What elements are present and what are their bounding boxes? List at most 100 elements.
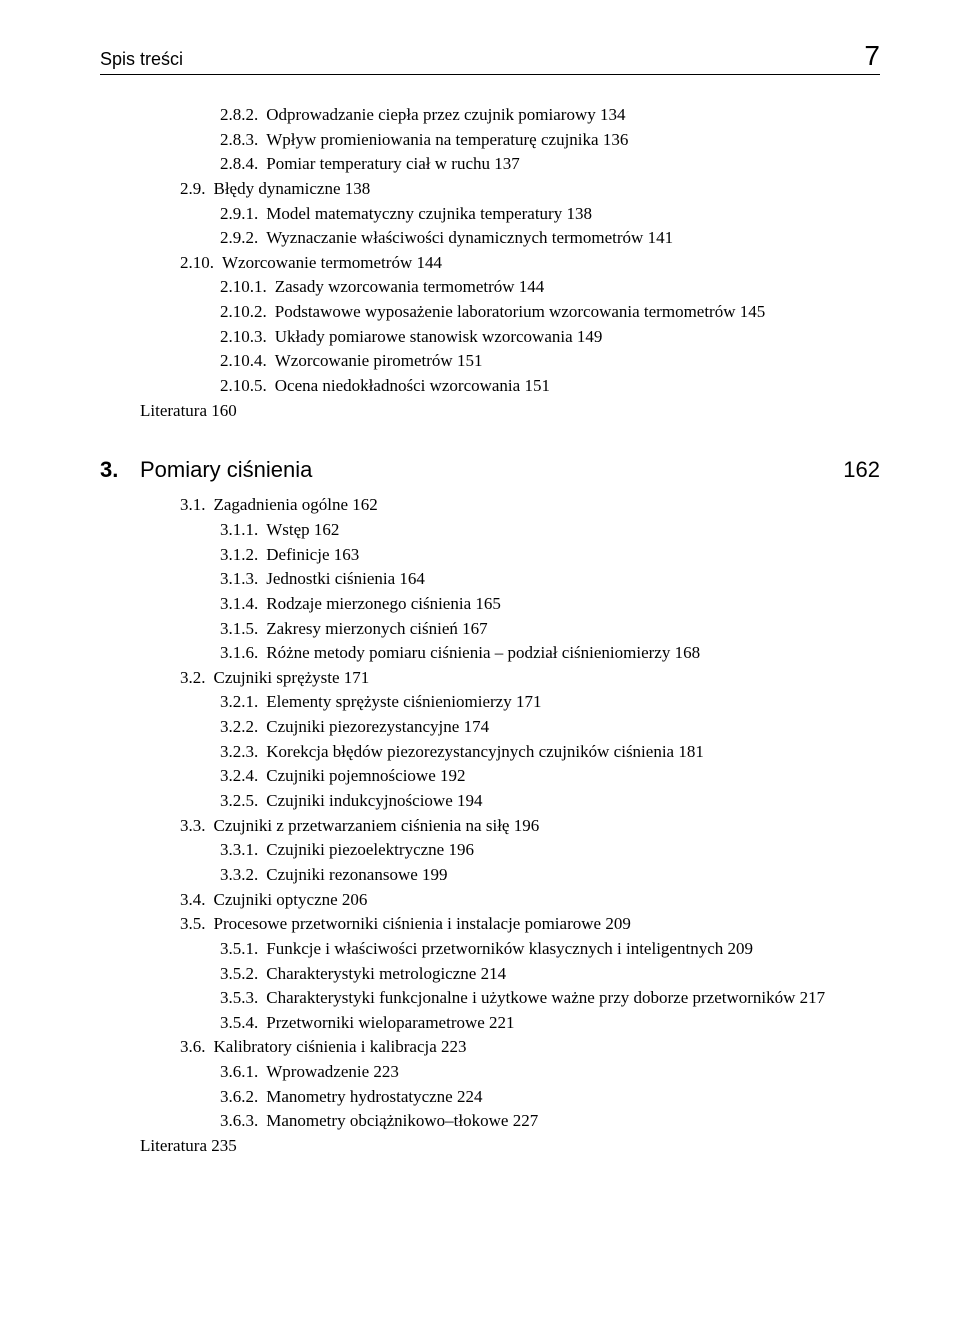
toc-entry-text: Zagadnienia ogólne 162: [214, 493, 881, 518]
toc-entry-text: Czujniki optyczne 206: [214, 888, 881, 913]
toc-entry: 3.1.Zagadnienia ogólne 162: [180, 493, 880, 518]
toc-entry-text: Podstawowe wyposażenie laboratorium wzor…: [275, 300, 880, 325]
toc-entry: 2.10.1.Zasady wzorcowania termometrów 14…: [220, 275, 880, 300]
toc-entry-number: 3.1.1.: [220, 518, 266, 543]
toc-entry-number: 3.5.4.: [220, 1011, 266, 1036]
header-page-number: 7: [864, 40, 880, 72]
toc-entry-text: Przetworniki wieloparametrowe 221: [266, 1011, 880, 1036]
toc-entry-number: 2.9.1.: [220, 202, 266, 227]
toc-entry-text: Czujniki z przetwarzaniem ciśnienia na s…: [214, 814, 881, 839]
toc-entry-number: 3.6.1.: [220, 1060, 266, 1085]
toc-entry-number: 3.3.: [180, 814, 214, 839]
toc-entry: 3.6.Kalibratory ciśnienia i kalibracja 2…: [180, 1035, 880, 1060]
toc-entry: 3.2.Czujniki sprężyste 171: [180, 666, 880, 691]
toc-entry: 3.1.6.Różne metody pomiaru ciśnienia – p…: [220, 641, 880, 666]
toc-entry-text: Rodzaje mierzonego ciśnienia 165: [266, 592, 880, 617]
toc-entry-text: Wstęp 162: [266, 518, 880, 543]
toc-entry-number: 3.2.3.: [220, 740, 266, 765]
toc-entry: 3.3.Czujniki z przetwarzaniem ciśnienia …: [180, 814, 880, 839]
toc-entry-number: 3.6.3.: [220, 1109, 266, 1134]
toc-entry: 2.10.4.Wzorcowanie pirometrów 151: [220, 349, 880, 374]
toc-entry: 3.2.2.Czujniki piezorezystancyjne 174: [220, 715, 880, 740]
toc-entry-number: 3.1.5.: [220, 617, 266, 642]
toc-entry: 3.2.5.Czujniki indukcyjnościowe 194: [220, 789, 880, 814]
toc-entry: 3.1.2.Definicje 163: [220, 543, 880, 568]
toc-entry-text: Czujniki piezorezystancyjne 174: [266, 715, 880, 740]
toc-entry: 3.4.Czujniki optyczne 206: [180, 888, 880, 913]
toc-page: Spis treści 7 2.8.2.Odprowadzanie ciepła…: [0, 0, 960, 1219]
toc-entry-number: 3.1.3.: [220, 567, 266, 592]
toc-entry-text: Odprowadzanie ciepła przez czujnik pomia…: [266, 103, 880, 128]
toc-entry-text: Charakterystyki funkcjonalne i użytkowe …: [266, 986, 880, 1011]
toc-entry: 2.10.3.Układy pomiarowe stanowisk wzorco…: [220, 325, 880, 350]
toc-entry-text: Wyznaczanie właściwości dynamicznych ter…: [266, 226, 880, 251]
page-header: Spis treści 7: [100, 40, 880, 75]
toc-entry-number: 3.6.: [180, 1035, 214, 1060]
toc-entry: 3.3.1.Czujniki piezoelektryczne 196: [220, 838, 880, 863]
toc-entry-number: 3.2.1.: [220, 690, 266, 715]
toc-entry: 2.9.Błędy dynamiczne 138: [180, 177, 880, 202]
toc-block-1: 2.8.2.Odprowadzanie ciepła przez czujnik…: [100, 103, 880, 399]
header-title: Spis treści: [100, 49, 183, 70]
toc-entry: 3.5.2.Charakterystyki metrologiczne 214: [220, 962, 880, 987]
toc-entry-text: Jednostki ciśnienia 164: [266, 567, 880, 592]
chapter-number: 3.: [100, 457, 140, 483]
chapter-3-heading: 3. Pomiary ciśnienia 162: [100, 457, 880, 483]
toc-entry: 2.9.2.Wyznaczanie właściwości dynamiczny…: [220, 226, 880, 251]
toc-entry-text: Ocena niedokładności wzorcowania 151: [275, 374, 880, 399]
toc-entry-text: Definicje 163: [266, 543, 880, 568]
toc-entry-text: Elementy sprężyste ciśnieniomierzy 171: [266, 690, 880, 715]
toc-entry-number: 3.4.: [180, 888, 214, 913]
toc-entry: 2.8.3.Wpływ promieniowania na temperatur…: [220, 128, 880, 153]
toc-entry-text: Kalibratory ciśnienia i kalibracja 223: [214, 1035, 881, 1060]
toc-entry-text: Wzorcowanie pirometrów 151: [275, 349, 880, 374]
toc-entry: 2.8.4.Pomiar temperatury ciał w ruchu 13…: [220, 152, 880, 177]
toc-entry: 3.2.4.Czujniki pojemnościowe 192: [220, 764, 880, 789]
toc-entry-number: 2.10.: [180, 251, 222, 276]
toc-entry: 3.1.4.Rodzaje mierzonego ciśnienia 165: [220, 592, 880, 617]
toc-entry-text: Funkcje i właściwości przetworników klas…: [266, 937, 880, 962]
toc-entry-number: 2.10.2.: [220, 300, 275, 325]
toc-entry-text: Charakterystyki metrologiczne 214: [266, 962, 880, 987]
toc-entry: 2.9.1.Model matematyczny czujnika temper…: [220, 202, 880, 227]
toc-entry-text: Wzorcowanie termometrów 144: [222, 251, 880, 276]
toc-entry-text: Procesowe przetworniki ciśnienia i insta…: [214, 912, 881, 937]
toc-block-2: 3.1.Zagadnienia ogólne 1623.1.1.Wstęp 16…: [100, 493, 880, 1134]
toc-entry-number: 2.8.4.: [220, 152, 266, 177]
toc-entry-text: Zakresy mierzonych ciśnień 167: [266, 617, 880, 642]
toc-entry-number: 2.9.2.: [220, 226, 266, 251]
toc-entry-number: 3.1.6.: [220, 641, 266, 666]
toc-entry-text: Błędy dynamiczne 138: [214, 177, 881, 202]
toc-entry: 3.3.2.Czujniki rezonansowe 199: [220, 863, 880, 888]
toc-entry-number: 3.2.5.: [220, 789, 266, 814]
toc-entry-number: 3.3.1.: [220, 838, 266, 863]
toc-entry-number: 3.2.2.: [220, 715, 266, 740]
toc-entry-text: Czujniki piezoelektryczne 196: [266, 838, 880, 863]
literature-1: Literatura 160: [140, 399, 880, 424]
toc-entry-text: Model matematyczny czujnika temperatury …: [266, 202, 880, 227]
toc-entry: 3.2.1.Elementy sprężyste ciśnieniomierzy…: [220, 690, 880, 715]
toc-entry: 2.10.2.Podstawowe wyposażenie laboratori…: [220, 300, 880, 325]
toc-entry-text: Pomiar temperatury ciał w ruchu 137: [266, 152, 880, 177]
toc-entry-text: Różne metody pomiaru ciśnienia – podział…: [266, 641, 880, 666]
toc-entry: 3.1.5.Zakresy mierzonych ciśnień 167: [220, 617, 880, 642]
toc-entry: 3.5.3.Charakterystyki funkcjonalne i uży…: [220, 986, 880, 1011]
toc-entry: 3.5.Procesowe przetworniki ciśnienia i i…: [180, 912, 880, 937]
toc-entry-number: 3.5.: [180, 912, 214, 937]
toc-entry: 3.5.4.Przetworniki wieloparametrowe 221: [220, 1011, 880, 1036]
toc-entry-text: Manometry hydrostatyczne 224: [266, 1085, 880, 1110]
toc-entry: 3.1.3.Jednostki ciśnienia 164: [220, 567, 880, 592]
toc-entry: 3.6.3.Manometry obciążnikowo–tłokowe 227: [220, 1109, 880, 1134]
toc-entry: 3.1.1.Wstęp 162: [220, 518, 880, 543]
toc-entry-number: 3.5.2.: [220, 962, 266, 987]
toc-entry-number: 3.5.1.: [220, 937, 266, 962]
toc-entry-text: Czujniki sprężyste 171: [214, 666, 881, 691]
toc-entry-text: Czujniki indukcyjnościowe 194: [266, 789, 880, 814]
toc-entry-number: 3.2.: [180, 666, 214, 691]
toc-entry-number: 2.8.2.: [220, 103, 266, 128]
toc-entry-text: Układy pomiarowe stanowisk wzorcowania 1…: [275, 325, 880, 350]
toc-entry-text: Korekcja błędów piezorezystancyjnych czu…: [266, 740, 880, 765]
toc-entry: 2.8.2.Odprowadzanie ciepła przez czujnik…: [220, 103, 880, 128]
toc-entry-number: 2.10.5.: [220, 374, 275, 399]
toc-entry: 3.6.2.Manometry hydrostatyczne 224: [220, 1085, 880, 1110]
